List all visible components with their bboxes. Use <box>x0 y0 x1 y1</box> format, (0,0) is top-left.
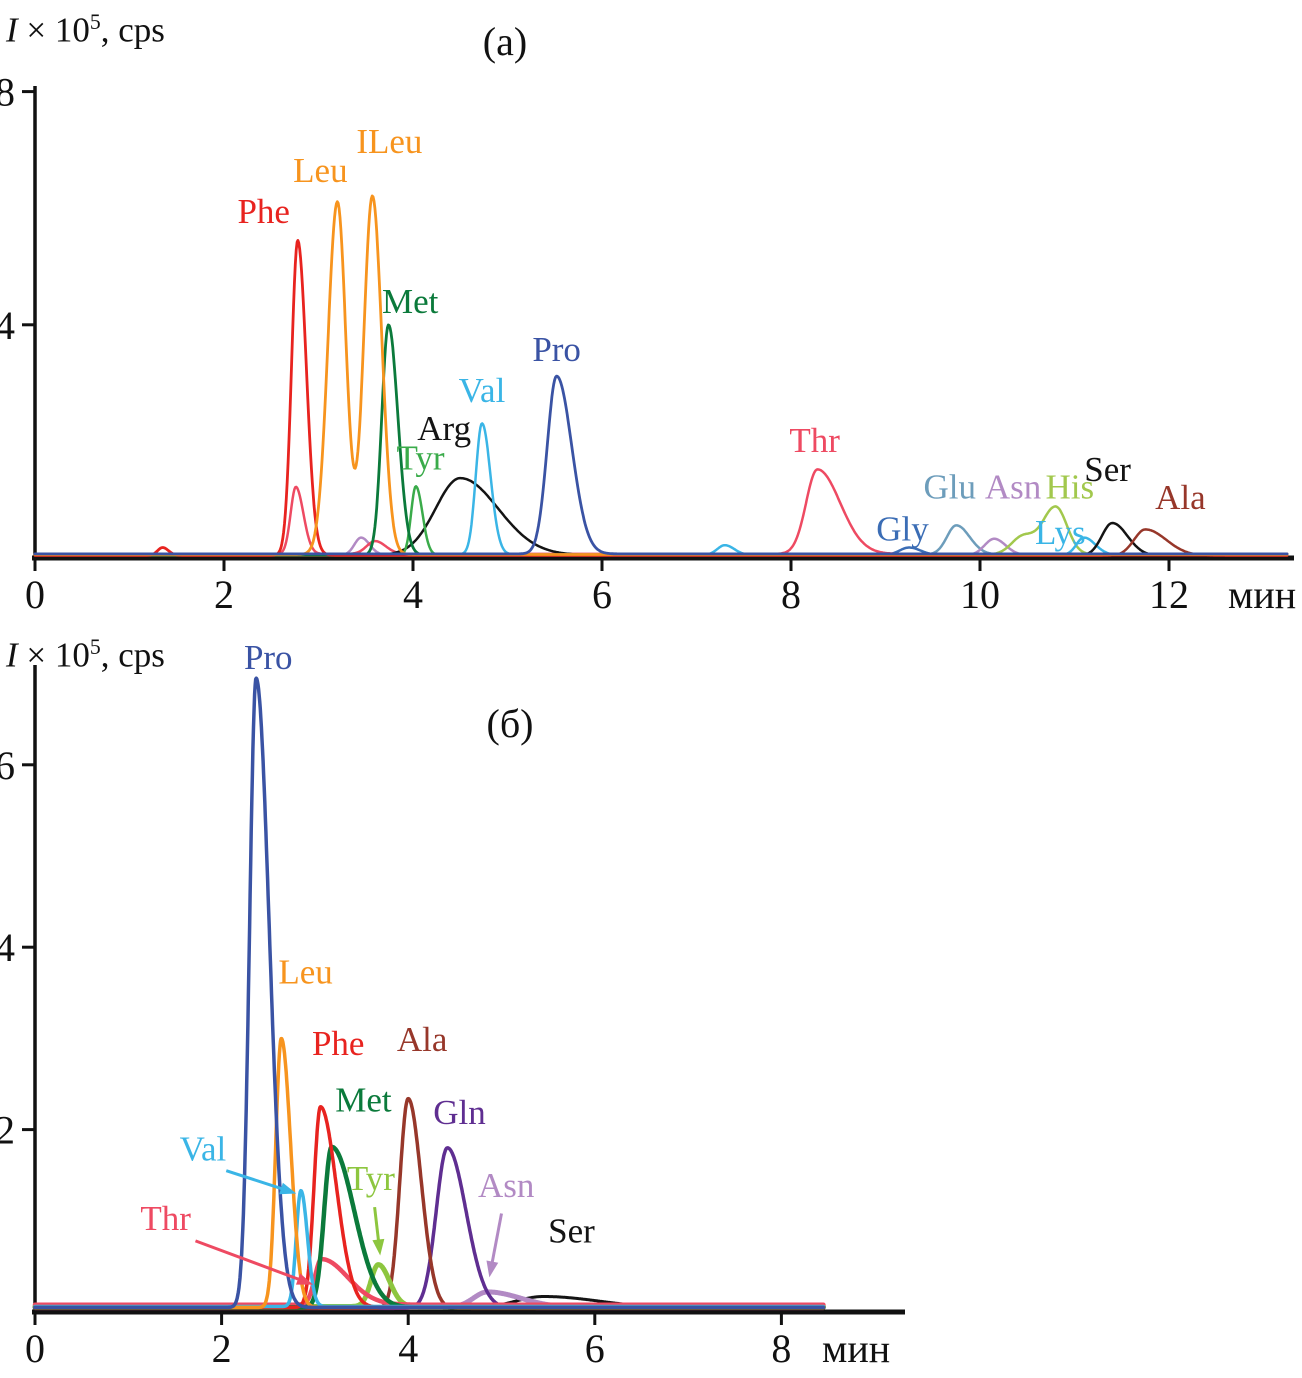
peak-label-Ser: Ser <box>548 1212 595 1251</box>
peak-label-Val: Val <box>180 1130 227 1169</box>
y-tick-label: 8 <box>0 70 15 115</box>
x-tick-label: 4 <box>398 1326 418 1371</box>
panel-b: 0 2 4 6 8 2 4 6 мин Pro Leu Phe Met Ala Gln Val Thr Tyr As… <box>0 620 1302 1378</box>
peak-label-Thr: Thr <box>789 421 840 460</box>
peak-label-Leu: Leu <box>293 151 347 190</box>
peak-arrow-Asn <box>489 1213 503 1268</box>
peak-label-Phe: Phe <box>312 1024 365 1063</box>
peak-label-Leu: Leu <box>278 953 332 992</box>
ylabel-mid: × 10 <box>17 635 90 675</box>
peak-label-Ala: Ala <box>1155 478 1206 517</box>
series-Pro-trace <box>33 374 1289 556</box>
series-Pro-trace <box>33 676 826 1310</box>
peak-arrowhead-Asn <box>486 1260 499 1278</box>
peak-arrowhead-Val <box>279 1182 297 1195</box>
peak-label-Arg: Arg <box>417 409 471 448</box>
peak-label-Thr: Thr <box>140 1199 191 1238</box>
peak-label-Met: Met <box>382 282 439 321</box>
peak-label-Gly: Gly <box>876 510 929 549</box>
y-tick-label: 6 <box>0 743 15 788</box>
peak-label-Pro: Pro <box>244 638 293 677</box>
series-Thr-trace <box>32 1256 826 1307</box>
y-tick-label: 4 <box>0 303 15 348</box>
panel-a: 0 2 4 6 8 10 12 4 8 мин Phe Leu ILeu Met Tyr Arg Val Pro T… <box>0 0 1302 620</box>
peak-arrow-Tyr <box>373 1206 381 1246</box>
peak-label-Ser: Ser <box>1084 450 1131 489</box>
ylabel-units: , cps <box>100 635 165 675</box>
x-axis-unit: мин <box>822 1326 890 1371</box>
peak-label-Asn: Asn <box>478 1166 534 1205</box>
peak-label-His: His <box>1045 468 1094 507</box>
x-tick-label: 12 <box>1149 572 1189 617</box>
peak-label-Val: Val <box>459 371 506 410</box>
x-tick-label: 2 <box>212 1326 232 1371</box>
x-tick-label: 4 <box>403 572 423 617</box>
peak-label-Ala: Ala <box>397 1020 448 1059</box>
x-tick-label: 8 <box>771 1326 791 1371</box>
x-tick-label: 2 <box>214 572 234 617</box>
series-Tyr-trace <box>33 485 1289 557</box>
peak-label-Lys: Lys <box>1035 513 1086 552</box>
y-tick-label: 4 <box>0 925 15 970</box>
series-Met-trace <box>33 323 1289 557</box>
peak-label-Tyr: Tyr <box>397 438 445 477</box>
series-Arg-trace <box>33 476 1289 557</box>
panel-b-title: (б) <box>486 701 534 746</box>
peak-label-Met: Met <box>335 1080 392 1119</box>
x-tick-label: 6 <box>585 1326 605 1371</box>
ylabel-units: , cps <box>100 10 165 50</box>
series-Ser-trace <box>33 521 1289 557</box>
x-tick-label: 8 <box>781 572 801 617</box>
x-tick-label: 0 <box>25 1326 45 1371</box>
x-tick-label: 10 <box>960 572 1000 617</box>
x-axis-unit: мин <box>1228 572 1296 617</box>
peak-label-Asn: Asn <box>985 468 1041 507</box>
peak-label-Pro: Pro <box>532 330 581 369</box>
peak-label-Phe: Phe <box>237 192 290 231</box>
panel-a-title: (а) <box>482 19 528 64</box>
peak-arrowhead-Tyr <box>372 1238 385 1256</box>
x-tick-label: 6 <box>592 572 612 617</box>
ylabel-exponent: 5 <box>89 10 101 34</box>
ylabel-exponent: 5 <box>89 635 101 659</box>
ylabel-symbol: I <box>6 635 18 675</box>
ylabel-mid: × 10 <box>17 10 90 50</box>
peak-label-Gln: Gln <box>433 1093 486 1132</box>
y-tick-label: 2 <box>0 1108 15 1153</box>
panel-b-ylabel: I × 105, cps <box>6 635 165 676</box>
peak-label-Tyr: Tyr <box>347 1159 395 1198</box>
series-Phe-trace <box>33 239 1289 557</box>
x-tick-label: 0 <box>25 572 45 617</box>
peak-arrowhead-Thr <box>295 1273 314 1285</box>
peak-arrow-Thr <box>194 1239 305 1283</box>
ylabel-symbol: I <box>6 10 18 50</box>
panel-a-ylabel: I × 105, cps <box>6 10 165 51</box>
series-Leu_ILeu-trace <box>33 194 1289 556</box>
peak-label-ILeu: ILeu <box>356 122 422 161</box>
peak-label-Glu: Glu <box>924 468 977 507</box>
peak-arrow-Val <box>225 1169 288 1192</box>
